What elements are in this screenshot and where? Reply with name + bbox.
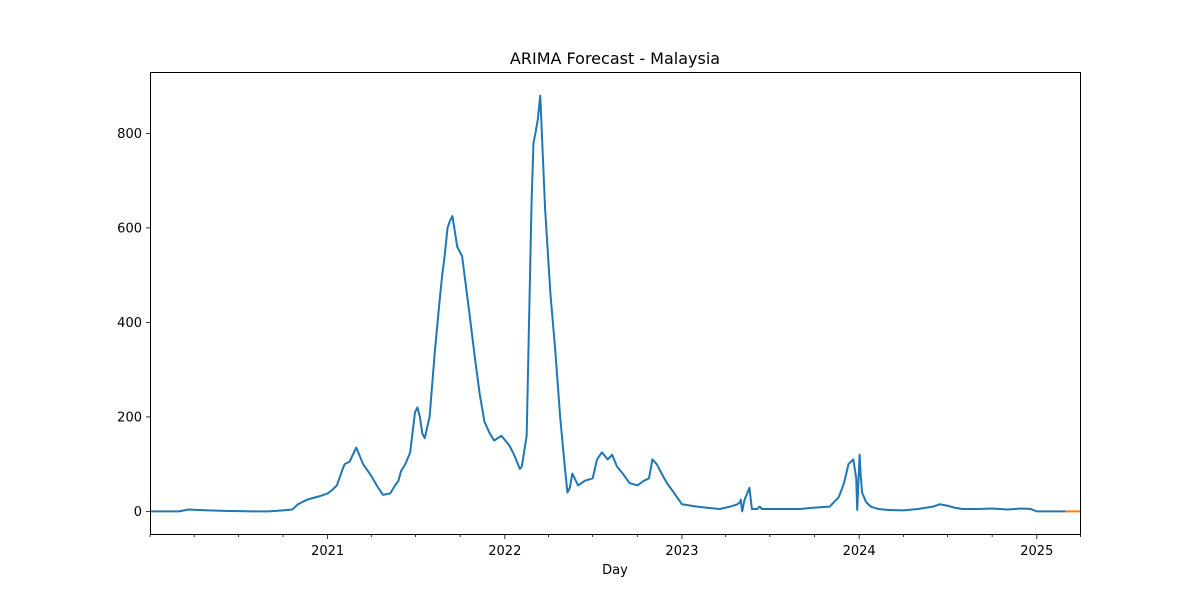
y-tick-label: 0 bbox=[134, 505, 142, 520]
y-axis: 0 200 400 600 800 bbox=[117, 127, 150, 520]
plot-frame bbox=[150, 72, 1081, 535]
chart-title: ARIMA Forecast - Malaysia bbox=[510, 49, 720, 68]
x-axis: 2021 2022 2023 2024 2025 bbox=[149, 535, 1081, 559]
x-tick-label: 2022 bbox=[488, 544, 521, 559]
series-line-0 bbox=[150, 94, 1066, 513]
y-tick-label: 800 bbox=[117, 127, 142, 142]
x-tick-label: 2024 bbox=[843, 544, 876, 559]
y-tick-label: 600 bbox=[117, 221, 142, 236]
x-axis-label: Day bbox=[602, 563, 628, 578]
y-tick-label: 400 bbox=[117, 316, 142, 331]
x-tick-label: 2021 bbox=[311, 544, 344, 559]
x-tick-label: 2025 bbox=[1020, 544, 1053, 559]
y-tick-label: 200 bbox=[117, 410, 142, 425]
plot-content bbox=[150, 94, 1080, 513]
x-tick-label: 2023 bbox=[665, 544, 698, 559]
